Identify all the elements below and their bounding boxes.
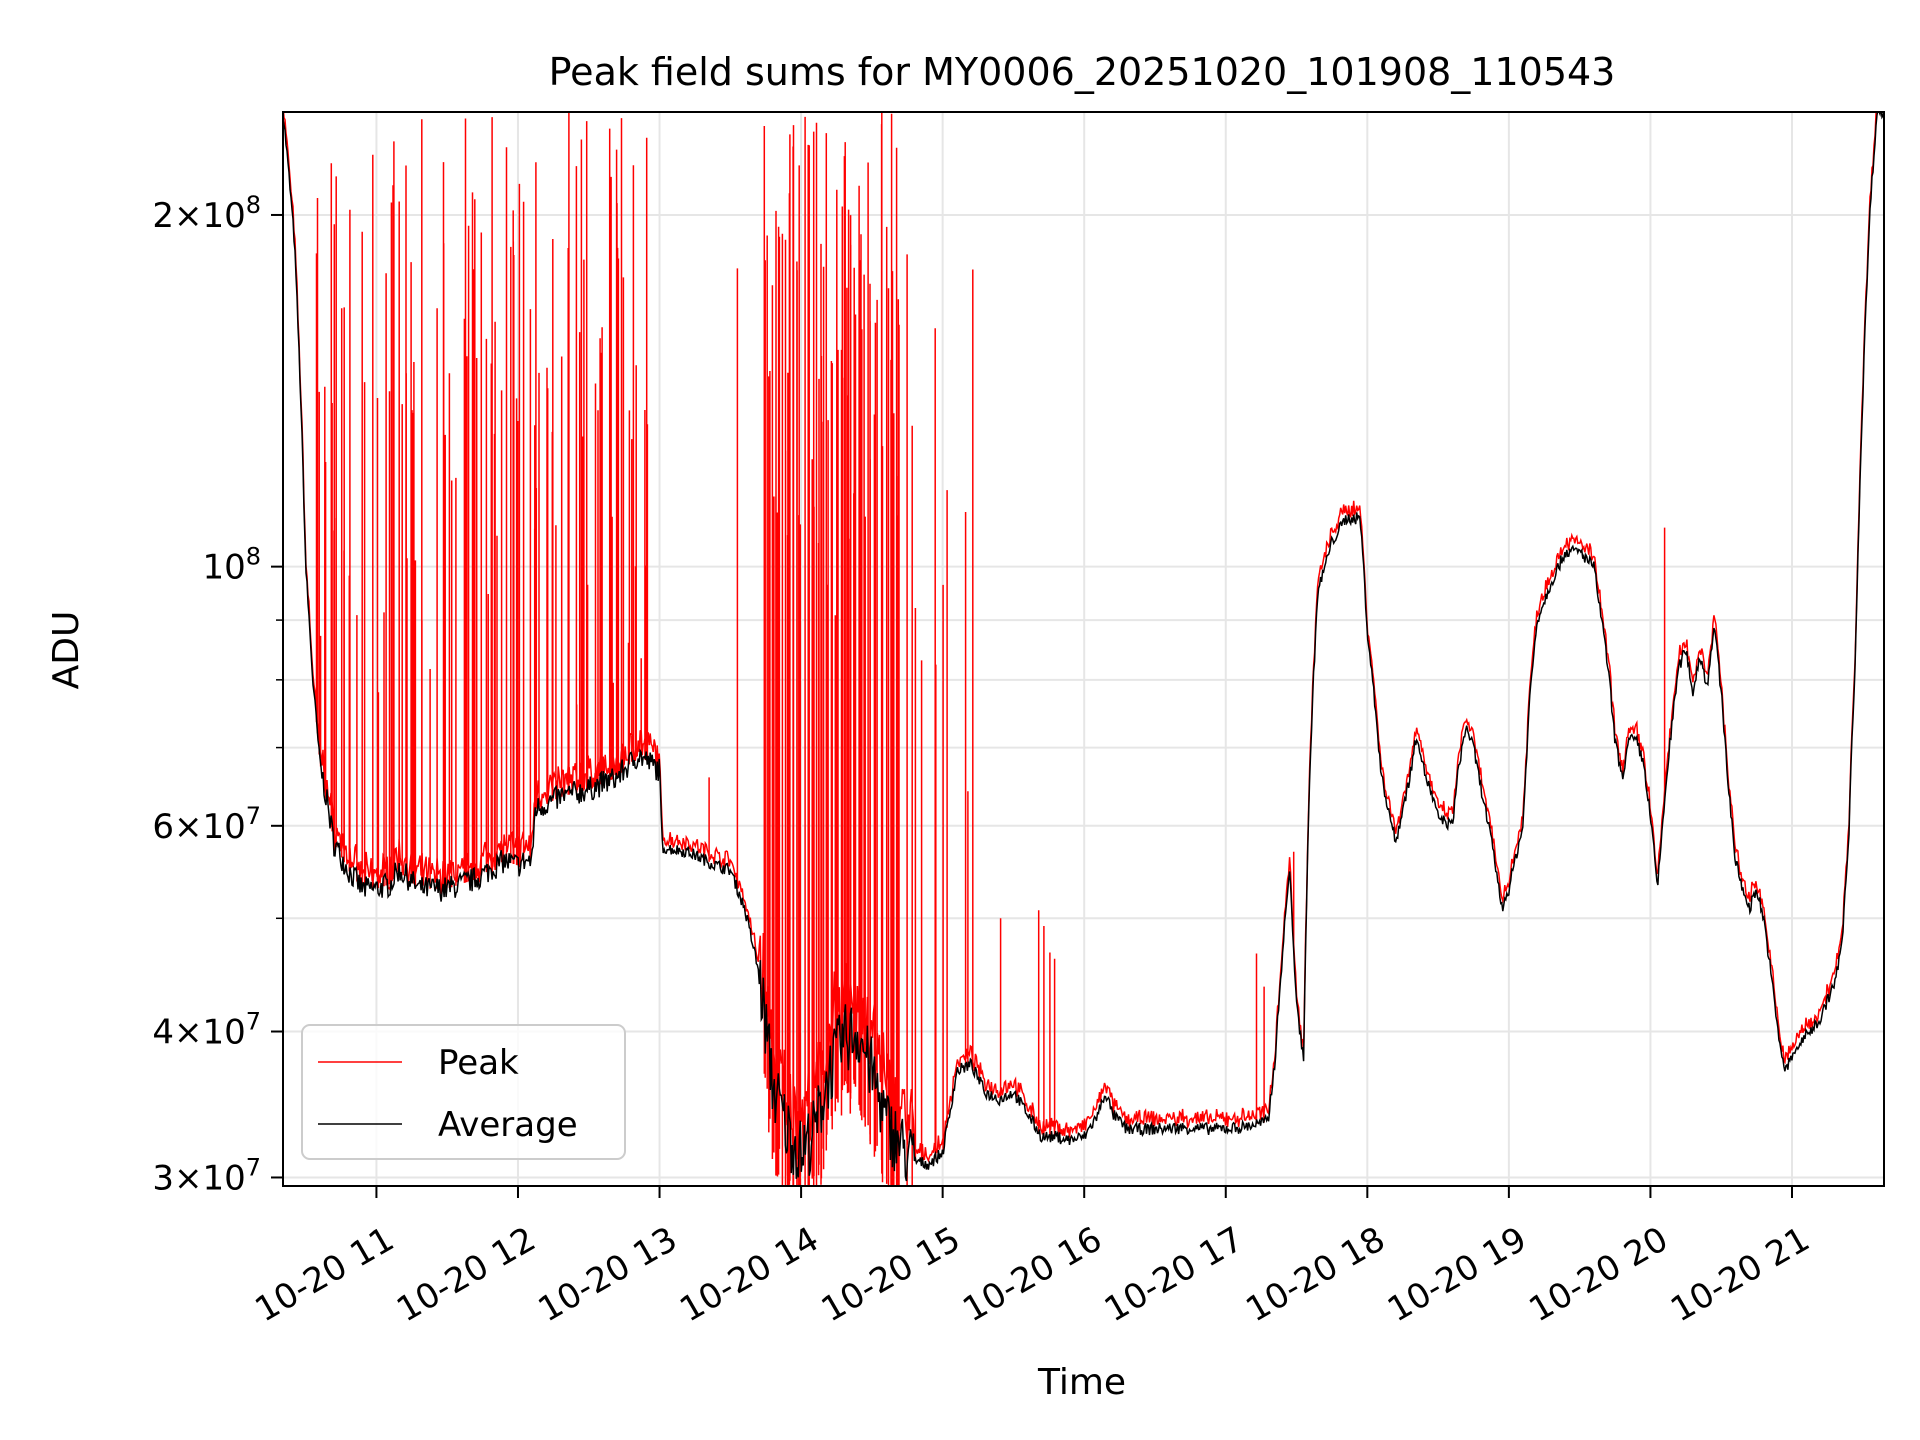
y-tick-label: 4×107 <box>152 1008 261 1053</box>
y-axis: 3×107 4×107 6×107 108 2×108 <box>152 191 283 1198</box>
series-layer <box>283 112 1884 1186</box>
peak-series-line <box>283 112 1877 1186</box>
average-series-line <box>283 112 1884 1182</box>
y-tick-label: 108 <box>202 543 261 588</box>
y-axis-label: ADU <box>46 611 87 690</box>
y-tick-label: 2×108 <box>152 191 261 236</box>
legend-box <box>301 1024 626 1160</box>
legend-average-label: Average <box>438 1105 578 1145</box>
x-axis-label: Time <box>1037 1362 1126 1403</box>
y-tick-label: 3×107 <box>152 1153 261 1198</box>
chart-title: Peak field sums for MY0006_20251020_1019… <box>549 50 1616 94</box>
y-tick-label: 6×107 <box>152 802 261 847</box>
legend-peak-label: Peak <box>438 1043 519 1083</box>
legend: Peak Average <box>301 1024 626 1160</box>
